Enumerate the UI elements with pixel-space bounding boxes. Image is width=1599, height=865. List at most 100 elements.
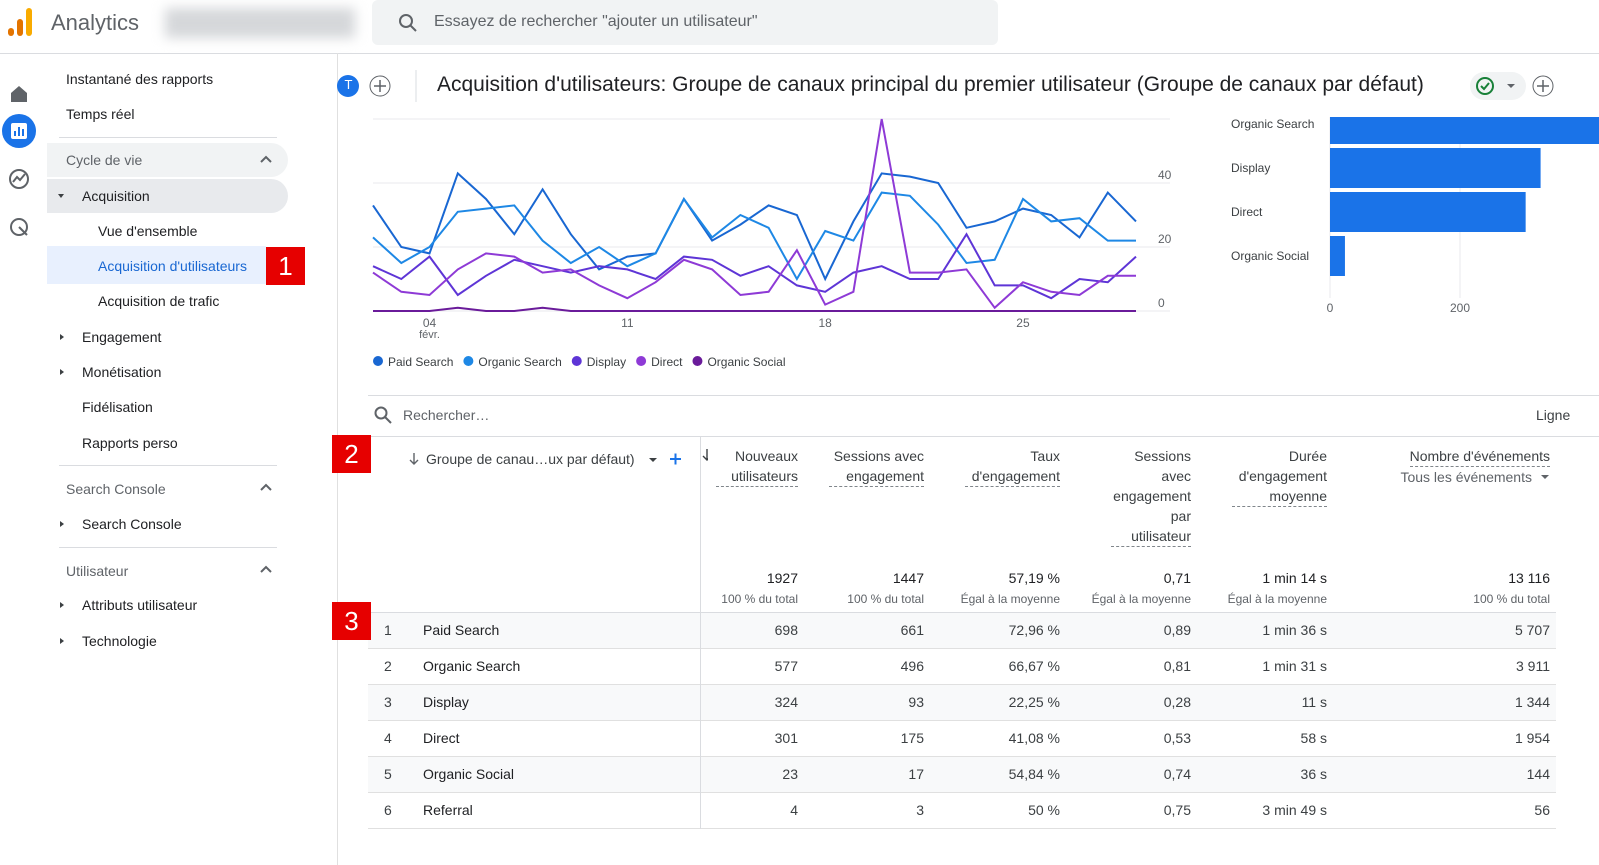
nav-item[interactable]: Technologie: [82, 633, 157, 649]
column-title[interactable]: Sessions avec engagement par utilisateur: [1111, 446, 1191, 547]
x-tick-label: 04: [423, 316, 437, 330]
nav-section[interactable]: Search Console: [66, 481, 166, 497]
dimension-cell: 2 Organic Search: [368, 648, 701, 684]
column-header: Sessions avec engagement 1447 100 % du tot…: [804, 436, 930, 612]
column-title[interactable]: Nouveaux utilisateurs: [715, 446, 798, 487]
nav-item[interactable]: Attributs utilisateur: [82, 597, 198, 613]
nav-item[interactable]: Acquisition: [82, 188, 150, 204]
caret: [60, 369, 64, 375]
y-tick-label: 40: [1158, 168, 1172, 182]
nav-item[interactable]: Fidélisation: [82, 399, 153, 415]
report-title: Acquisition d'utilisateurs: Groupe de ca…: [437, 73, 1424, 96]
status-menu[interactable]: [1470, 72, 1526, 100]
bar: [1330, 192, 1526, 232]
table-row[interactable]: 1 Paid Search 698 661 72,96 % 0,89 1 min 36 s 5…: [368, 612, 1556, 648]
nav-item-selected[interactable]: Acquisition d'utilisateurs: [98, 258, 247, 274]
column-header: Nouveaux utilisateurs 1927 100 % du total: [700, 436, 804, 612]
column-title-wrap: Taux d'engagement: [965, 446, 1060, 487]
metric-cell: 3 min 49 s: [1262, 802, 1327, 818]
item-bg: [47, 179, 288, 213]
column-title[interactable]: Sessions avec engagement: [829, 446, 924, 487]
x-month-label: févr.: [419, 329, 440, 341]
row-dimension: Direct: [423, 730, 460, 746]
nav-item[interactable]: Monétisation: [82, 364, 162, 380]
nav-item[interactable]: Temps réel: [66, 106, 135, 122]
add-comparison[interactable]: [369, 75, 391, 97]
nav-item[interactable]: Instantané des rapports: [66, 71, 214, 87]
nav-section[interactable]: Cycle de vie: [66, 152, 143, 168]
legend-dot: [636, 356, 647, 366]
search-box[interactable]: Essayez de rechercher "ajouter un utilis…: [372, 0, 998, 45]
metric-cell: 1 min 36 s: [1262, 622, 1327, 638]
caret: [60, 602, 64, 608]
column-title[interactable]: Durée d'engagement moyenne: [1232, 446, 1327, 507]
bar: [1330, 117, 1599, 144]
annotation-badge: 2: [332, 435, 371, 473]
y-tick-label: 60: [1158, 117, 1172, 118]
y-tick-label: 20: [1158, 232, 1172, 246]
metric-cell: 23: [782, 766, 798, 782]
annotation-badge: 3: [332, 602, 371, 640]
table-row[interactable]: 5 Organic Social 23 17 54,84 % 0,74 36 s 144: [368, 756, 1556, 792]
add-button[interactable]: [1532, 75, 1554, 97]
table-row[interactable]: 6 Referral 4 3 50 % 0,75 3 min 49 s 56: [368, 792, 1556, 828]
advertising-icon[interactable]: [10, 218, 28, 236]
column-header: Sessions avec engagement par utilisateur…: [1066, 436, 1197, 612]
logo: [8, 8, 32, 36]
selected-bg: [47, 246, 266, 284]
rows-label[interactable]: Ligne: [1536, 407, 1571, 423]
legend-dot: [373, 356, 383, 366]
row-dimension: Display: [423, 694, 469, 710]
column-total: 57,19 %: [1008, 570, 1060, 586]
divider: [59, 465, 277, 466]
metric-cell: 3 911: [1516, 658, 1550, 674]
section-bg: [47, 143, 288, 177]
dimension-controls[interactable]: [641, 451, 681, 467]
metric-cell: 36 s: [1300, 766, 1327, 782]
bar: [1330, 148, 1541, 188]
explore-icon[interactable]: [9, 169, 29, 189]
table-row[interactable]: 3 Display 324 93 22,25 % 0,28 11 s 1 344: [368, 684, 1556, 720]
nav-item[interactable]: Search Console: [82, 516, 182, 532]
column-title-wrap: Nouveaux utilisateurs: [701, 446, 798, 487]
nav-item[interactable]: Rapports perso: [82, 435, 178, 451]
bar-label: Display: [1231, 161, 1270, 175]
metric-cell: 58 s: [1300, 730, 1327, 746]
divider: [59, 547, 277, 548]
column-header-box: Nombre d'événements Tous les événements 13…: [1333, 436, 1550, 606]
column-header-box: Durée d'engagement moyenne 1 min 14 s Égal…: [1197, 436, 1327, 606]
metric-cell: 0,81: [1163, 658, 1191, 674]
nav-item[interactable]: Acquisition de trafic: [98, 293, 220, 309]
metric-cell: 301: [774, 730, 798, 746]
table-search[interactable]: Rechercher…: [403, 407, 490, 423]
legend-label: Organic Social: [707, 355, 785, 369]
legend-label: Display: [587, 355, 626, 369]
nav-item[interactable]: Vue d'ensemble: [98, 223, 198, 239]
metric-cell: 324: [774, 694, 798, 710]
caret: [60, 334, 64, 340]
home-icon[interactable]: [11, 86, 27, 102]
legend-label: Organic Search: [478, 355, 561, 369]
dimension-cell: 6 Referral: [368, 792, 701, 828]
dropdown-caret: [1541, 475, 1549, 479]
metric-cell: 0,74: [1163, 766, 1191, 782]
table-row[interactable]: 2 Organic Search 577 496 66,67 % 0,81 1 min 31…: [368, 648, 1556, 684]
dimension-select[interactable]: Groupe de canau…ux par défaut): [408, 451, 681, 467]
nav-item[interactable]: Engagement: [82, 329, 162, 345]
avatar[interactable]: [337, 75, 359, 97]
row-rank: 5: [384, 766, 392, 782]
bar: [1330, 236, 1345, 276]
x-tick-label: 0: [1327, 301, 1334, 315]
nav-section[interactable]: Utilisateur: [66, 563, 129, 579]
metric-cell: 41,08 %: [1008, 730, 1060, 746]
column-title[interactable]: Nombre d'événements: [1409, 446, 1550, 467]
column-header: Nombre d'événements Tous les événements 13…: [1333, 436, 1556, 612]
column-title[interactable]: Taux d'engagement: [965, 446, 1060, 487]
column-header-box: Sessions avec engagement 1447 100 % du tot…: [804, 436, 924, 606]
column-header-box: Nouveaux utilisateurs 1927 100 % du total: [701, 436, 798, 606]
column-header: Durée d'engagement moyenne 1 min 14 s Égal…: [1197, 436, 1333, 612]
side-nav: Instantané des rapports Temps réel Cycle…: [47, 53, 338, 865]
bar-label: Organic Social: [1231, 249, 1309, 263]
table-row[interactable]: 4 Direct 301 175 41,08 % 0,53 58 s 1 954: [368, 720, 1556, 756]
column-subtitle-wrap[interactable]: Tous les événements: [1400, 469, 1550, 485]
